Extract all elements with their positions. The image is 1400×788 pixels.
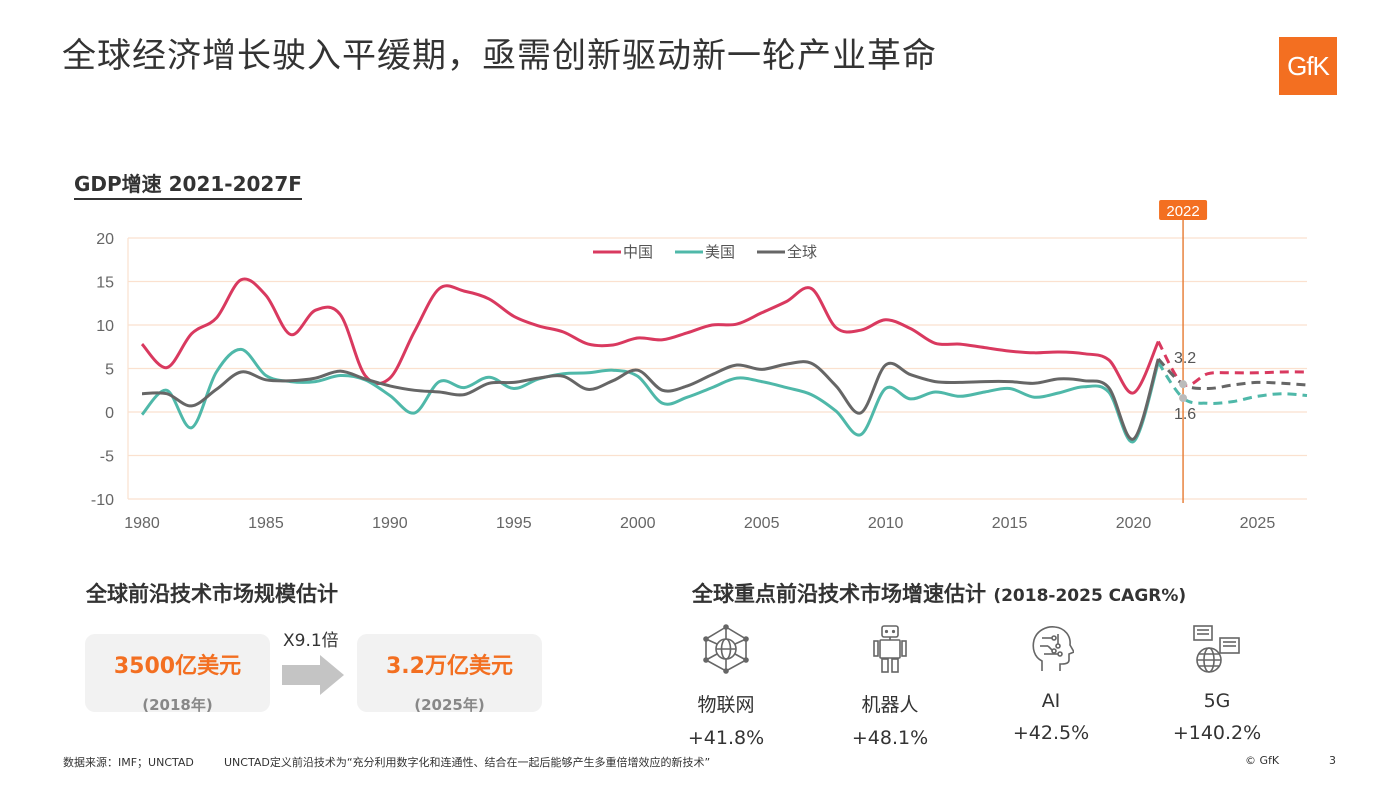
tech-growth-ai: +42.5% — [1012, 722, 1090, 744]
x-tick-label: 2015 — [992, 515, 1028, 532]
market-size-title: 全球前沿技术市场规模估计 — [86, 582, 338, 606]
gfk-logo: GfK — [1279, 37, 1337, 95]
footer-source: 数据来源：IMF；UNCTAD — [63, 756, 194, 769]
y-tick-label: 20 — [96, 231, 114, 248]
y-tick-label: -5 — [100, 449, 114, 466]
series-line-1 — [140, 347, 1160, 444]
market-size-2025-box: 3.2万亿美元 (2025年) — [357, 634, 542, 714]
y-tick-label: 0 — [105, 405, 114, 422]
copyright: © GfK — [1245, 754, 1280, 767]
x-tick-label: 1995 — [496, 515, 532, 532]
x-tick-label: 1980 — [124, 515, 160, 532]
annotation-label: 1.6 — [1174, 406, 1196, 423]
ai-head-icon — [986, 624, 1116, 674]
tech-name-iot: 物联网 — [697, 694, 755, 716]
tech-growth-5g: +140.2% — [1172, 722, 1262, 744]
x-tick-label: 2010 — [868, 515, 904, 532]
multiplier-label: X9.1倍 — [283, 631, 339, 651]
x-tick-label: 2005 — [744, 515, 780, 532]
tech-item-robot: 机器人 +48.1% — [825, 624, 955, 749]
market-size-2025-value: 3.2万亿美元 — [386, 654, 513, 679]
tech-name-5g: 5G — [1203, 690, 1231, 712]
growth-title: 全球重点前沿技术市场增速估计 (2018-2025 CAGR%) — [692, 578, 1186, 608]
growth-title-text: 全球重点前沿技术市场增速估计 — [692, 582, 986, 606]
x-tick-label: 2000 — [620, 515, 656, 532]
y-tick-label: 5 — [105, 362, 114, 379]
y-tick-label: 10 — [96, 318, 114, 335]
y-tick-label: -10 — [91, 492, 114, 509]
robot-icon — [825, 624, 955, 674]
x-tick-label: 2020 — [1116, 515, 1152, 532]
right-arrow-icon — [282, 655, 344, 695]
5g-network-icon — [1152, 624, 1282, 674]
legend-label-2: 全球 — [787, 243, 817, 261]
market-size-2018-year: (2018年) — [142, 696, 213, 714]
network-globe-icon — [661, 624, 791, 674]
tech-growth-robot: +48.1% — [851, 727, 929, 749]
page-number: 3 — [1329, 754, 1336, 767]
tech-item-5g: 5G +140.2% — [1152, 624, 1282, 744]
growth-subtitle: (2018-2025 CAGR%) — [993, 586, 1187, 606]
y-tick-label: 15 — [96, 275, 114, 292]
legend-label-0: 中国 — [623, 243, 653, 261]
series-line-0 — [140, 277, 1160, 395]
annotation-point — [1179, 380, 1188, 389]
tech-name-robot: 机器人 — [861, 694, 919, 716]
chart-title: GDP增速 2021-2027F — [74, 168, 302, 200]
tech-item-ai: AI +42.5% — [986, 624, 1116, 744]
chart-grid — [127, 237, 1307, 500]
chart-ticks: -10 -5 0 5 10 15 20 1980 1985 1990 1995 2000 2005 201… — [91, 231, 1275, 532]
x-tick-label: 1990 — [372, 515, 408, 532]
x-tick-label: 1985 — [248, 515, 284, 532]
chart-legend: 中国 美国 全球 — [593, 243, 817, 261]
chart-annotations: 3.2 1.6 — [1174, 350, 1196, 423]
annotation-label: 3.2 — [1174, 350, 1196, 367]
year-marker: 2022 — [1159, 200, 1208, 503]
tech-item-iot: 物联网 +41.8% — [661, 624, 791, 749]
year-marker-label: 2022 — [1166, 203, 1199, 220]
x-tick-label: 2025 — [1240, 515, 1276, 532]
gdp-growth-chart: -10 -5 0 5 10 15 20 1980 1985 1990 1995 2000 2005 201… — [91, 200, 1308, 532]
page-title: 全球经济增长驶入平缓期，亟需创新驱动新一轮产业革命 — [62, 36, 937, 76]
series-line-2 — [141, 358, 1160, 441]
tech-growth-iot: +41.8% — [687, 727, 765, 749]
market-size-2025-year: (2025年) — [414, 696, 485, 714]
tech-name-ai: AI — [1041, 690, 1061, 712]
year-marker-badge — [1159, 200, 1208, 220]
footer-note: UNCTAD定义前沿技术为“充分利用数字化和连通性、结合在一起后能够产生多重倍增… — [224, 756, 711, 769]
annotation-point — [1179, 394, 1188, 403]
market-size-2018-box: 3500亿美元 (2018年) — [85, 634, 270, 714]
market-size-2018-value: 3500亿美元 — [113, 654, 242, 679]
chart-series — [140, 277, 1308, 444]
series-forecast-1 — [1157, 361, 1308, 405]
legend-label-1: 美国 — [705, 243, 735, 261]
